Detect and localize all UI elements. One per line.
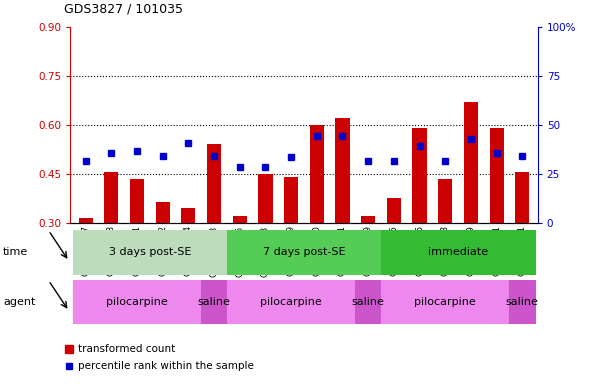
Text: saline: saline bbox=[506, 297, 539, 308]
Text: agent: agent bbox=[3, 297, 35, 308]
Bar bbox=[207, 144, 221, 223]
Bar bbox=[515, 172, 529, 223]
Bar bbox=[227, 280, 356, 324]
Text: transformed count: transformed count bbox=[78, 344, 175, 354]
Text: saline: saline bbox=[352, 297, 384, 308]
Text: saline: saline bbox=[197, 297, 230, 308]
Text: time: time bbox=[3, 247, 28, 258]
Text: pilocarpine: pilocarpine bbox=[260, 297, 322, 308]
Text: GDS3827 / 101035: GDS3827 / 101035 bbox=[64, 2, 183, 15]
Bar bbox=[356, 280, 381, 324]
Bar bbox=[489, 128, 503, 223]
Bar bbox=[510, 280, 535, 324]
Bar bbox=[464, 102, 478, 223]
Bar bbox=[361, 216, 375, 223]
Bar bbox=[73, 230, 227, 275]
Bar bbox=[156, 202, 170, 223]
Bar bbox=[381, 280, 510, 324]
Bar bbox=[310, 125, 324, 223]
Bar bbox=[130, 179, 144, 223]
Bar bbox=[233, 216, 247, 223]
Bar bbox=[258, 174, 273, 223]
Bar bbox=[227, 230, 381, 275]
Text: percentile rank within the sample: percentile rank within the sample bbox=[78, 361, 254, 371]
Bar bbox=[284, 177, 298, 223]
Bar bbox=[438, 179, 452, 223]
Bar bbox=[181, 208, 196, 223]
Bar bbox=[201, 280, 227, 324]
Bar bbox=[387, 198, 401, 223]
Bar bbox=[412, 128, 426, 223]
Bar bbox=[73, 280, 201, 324]
Text: 7 days post-SE: 7 days post-SE bbox=[263, 247, 345, 258]
Text: 3 days post-SE: 3 days post-SE bbox=[109, 247, 191, 258]
Bar bbox=[335, 118, 349, 223]
Bar bbox=[79, 218, 93, 223]
Bar bbox=[381, 230, 535, 275]
Text: pilocarpine: pilocarpine bbox=[106, 297, 168, 308]
Text: immediate: immediate bbox=[428, 247, 488, 258]
Bar bbox=[104, 172, 119, 223]
Text: pilocarpine: pilocarpine bbox=[414, 297, 476, 308]
